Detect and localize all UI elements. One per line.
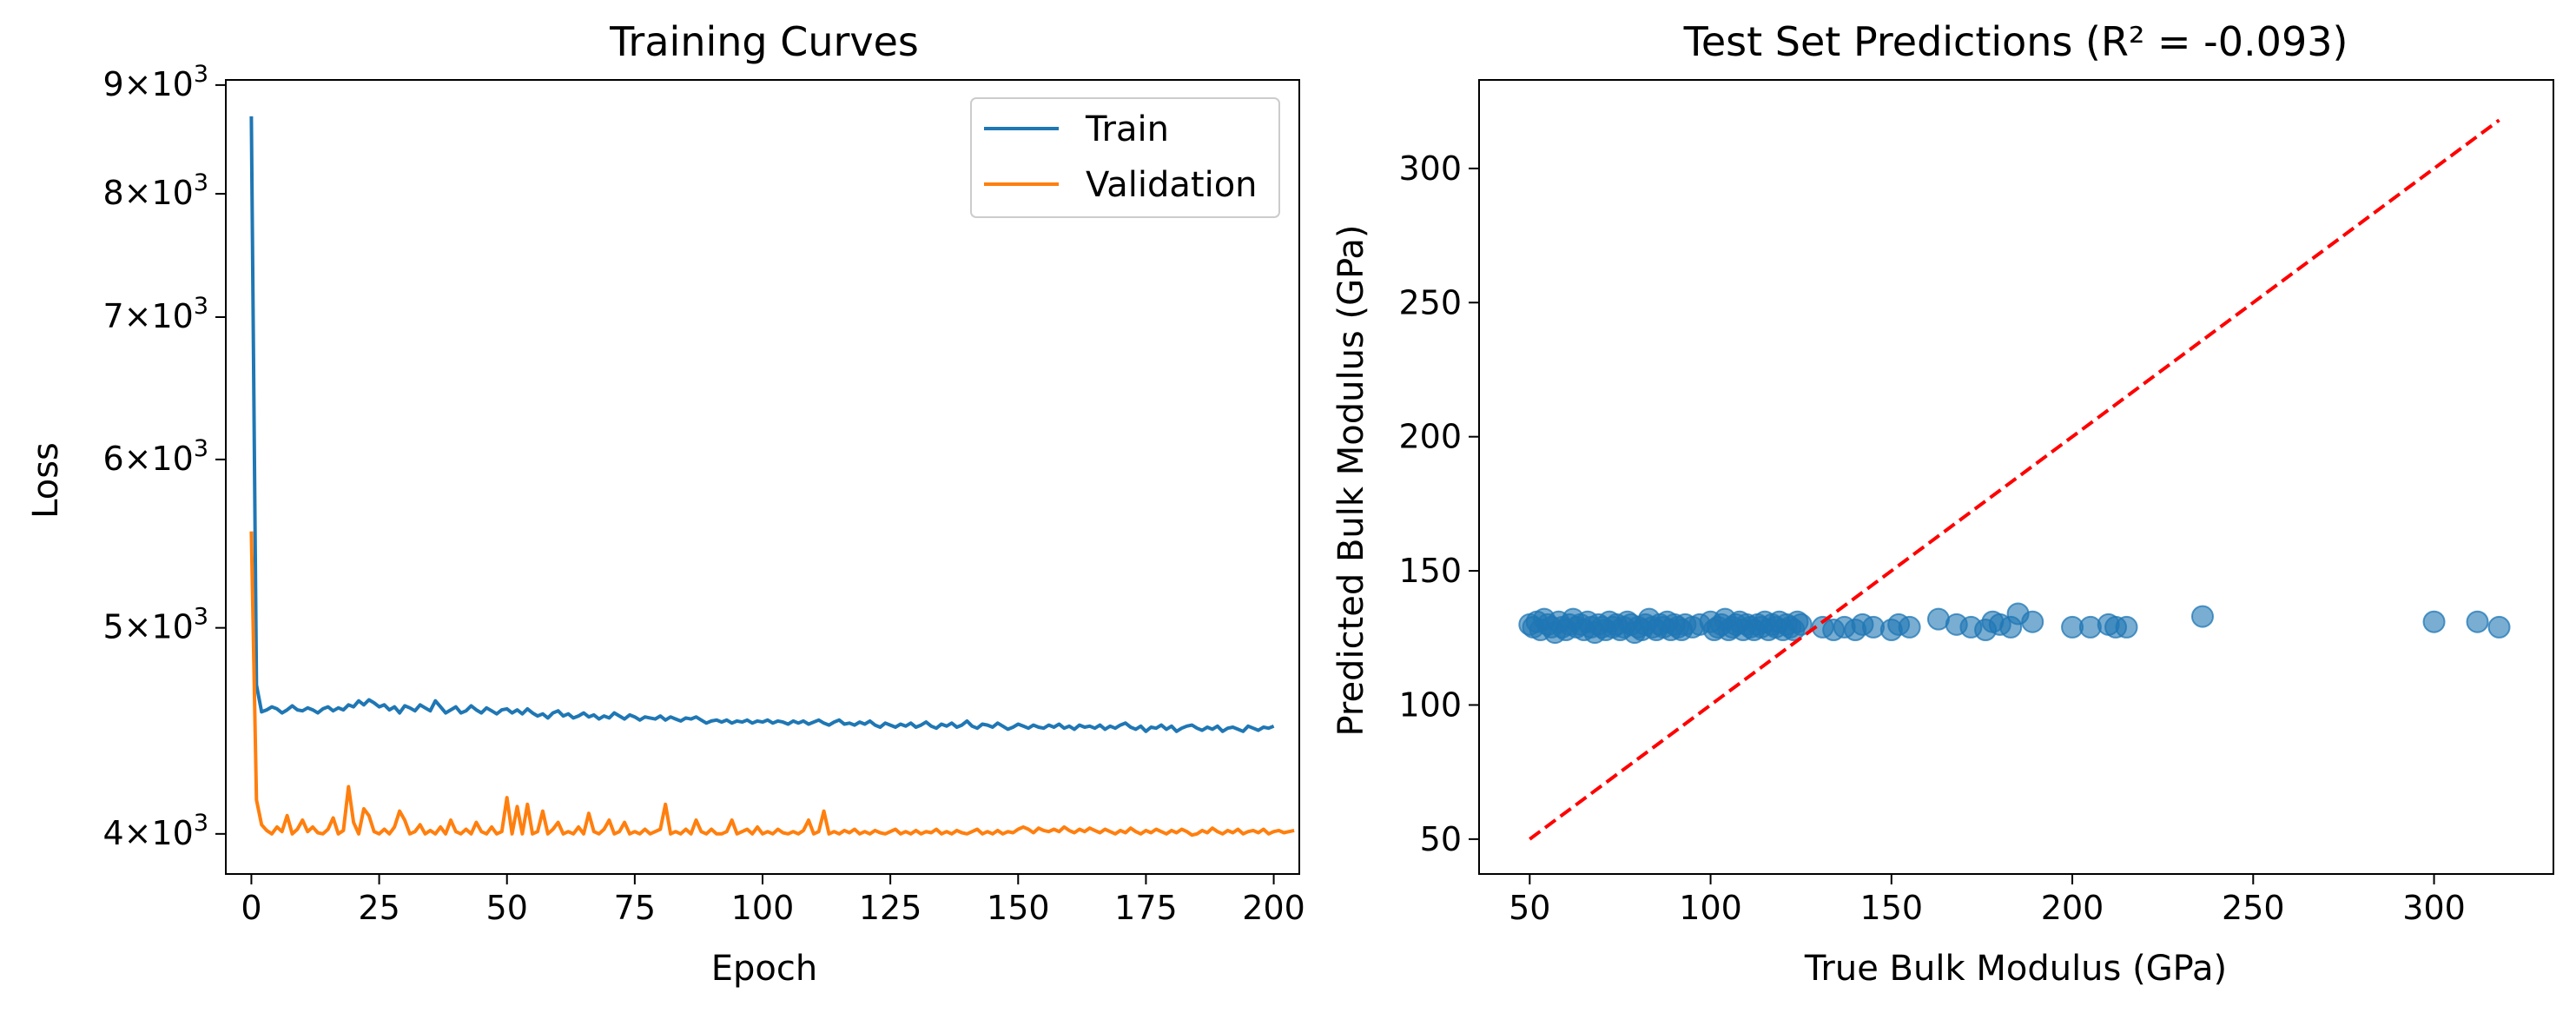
y-tick-label: 8×103: [102, 169, 208, 212]
scatter-point: [2487, 615, 2511, 639]
scatter-point: [2021, 610, 2044, 633]
y-tick-label: 6×103: [102, 435, 208, 478]
x-tick-label: 250: [2222, 889, 2285, 927]
x-tick-label: 0: [241, 889, 261, 927]
y-tick-label: 5×103: [102, 604, 208, 646]
y-tick-label: 50: [1420, 820, 1462, 858]
test-predictions-title: Test Set Predictions (R² = -0.093): [1683, 18, 2348, 65]
scatter-point: [2190, 605, 2214, 628]
legend-validation-label: Validation: [1086, 165, 1258, 205]
predictions-axes-frame: [1478, 79, 2554, 875]
scatter-point: [1898, 615, 1921, 639]
y-tick-label: 150: [1398, 552, 1462, 590]
legend-train-label: Train: [1085, 109, 1169, 149]
x-tick-label: 75: [614, 889, 656, 927]
training-curves-title: Training Curves: [609, 18, 919, 65]
x-tick-label: 175: [1114, 889, 1178, 927]
x-tick-label: 25: [358, 889, 400, 927]
predictions-x-axis-title: True Bulk Modulus (GPa): [1804, 949, 2227, 989]
x-tick-label: 300: [2402, 889, 2466, 927]
scatter-point: [1789, 612, 1813, 636]
y-tick-label: 300: [1398, 149, 1462, 188]
y-tick-label: 7×103: [102, 293, 208, 335]
y-tick-label: 9×103: [102, 61, 208, 103]
test-predictions-panel: Test Set Predictions (R² = -0.093) 50 100…: [1331, 18, 2554, 989]
x-tick-label: 125: [859, 889, 922, 927]
series-line-validation: [249, 531, 1295, 838]
training-curves-panel: Training Curves 0 25 50 75 100 125 150 175 200 4×…: [26, 18, 1305, 989]
y-tick-label: 250: [1398, 283, 1462, 321]
x-tick-label: 200: [2041, 889, 2104, 927]
y-tick-label: 200: [1398, 418, 1462, 456]
x-tick-label: 100: [1679, 889, 1742, 927]
legend: Train Validation: [970, 97, 1280, 218]
predictions-plot-area: 50 100 150 200 250 300 50 100 150 200 250 300: [1398, 79, 2554, 927]
series-line-train: [249, 116, 1275, 733]
training-x-axis-title: Epoch: [711, 949, 817, 989]
training-plot-area: 0 25 50 75 100 125 150 175 200 4×103 5×103 6×103 7×1…: [102, 61, 1305, 927]
x-tick-label: 150: [1860, 889, 1924, 927]
scatter-point: [2422, 610, 2446, 633]
x-tick-label: 150: [987, 889, 1050, 927]
scatter-point: [2466, 610, 2489, 633]
x-tick-label: 200: [1242, 889, 1305, 927]
x-tick-label: 100: [731, 889, 795, 927]
y-tick-label: 4×103: [102, 810, 208, 852]
scatter-point: [2115, 615, 2138, 639]
training-y-axis-title: Loss: [26, 442, 66, 519]
y-tick-label: 100: [1398, 685, 1462, 724]
x-tick-label: 50: [486, 889, 528, 927]
x-tick-label: 50: [1509, 889, 1550, 927]
identity-reference-line: [1529, 118, 2500, 841]
predictions-y-axis-title: Predicted Bulk Modulus (GPa): [1331, 224, 1371, 736]
